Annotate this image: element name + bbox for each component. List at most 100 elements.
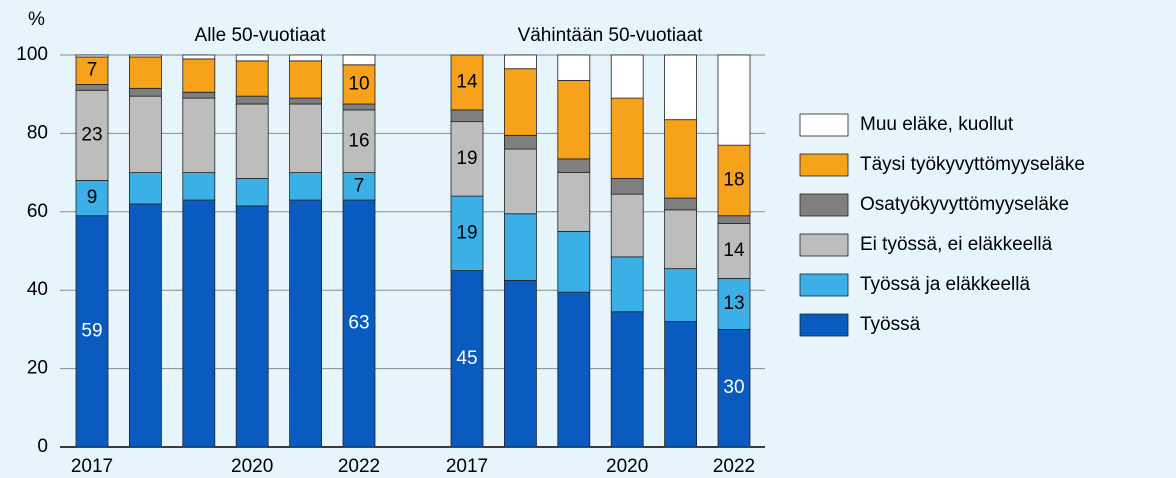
bar-segment bbox=[182, 199, 216, 448]
bar-segment bbox=[664, 209, 697, 270]
bar-segment bbox=[610, 54, 644, 99]
x-tick-label: 2022 bbox=[713, 456, 755, 477]
bar-segment bbox=[717, 54, 751, 146]
bar-segment bbox=[182, 58, 216, 93]
legend-label: Osatyökyvyttömyyseläke bbox=[860, 194, 1069, 215]
bar-segment bbox=[235, 95, 269, 105]
legend-swatch bbox=[799, 153, 849, 177]
bar-segment bbox=[75, 215, 109, 448]
y-tick-label: 100 bbox=[16, 44, 48, 65]
legend-label: Työssä ja eläkkeellä bbox=[860, 274, 1030, 295]
bar-segment bbox=[610, 311, 644, 448]
x-tick-label: 2020 bbox=[606, 456, 648, 477]
bar-segment bbox=[128, 172, 162, 205]
bar-segment bbox=[503, 148, 537, 215]
bar-segment bbox=[235, 205, 269, 448]
y-tick-label: 40 bbox=[27, 279, 48, 300]
bar-segment bbox=[128, 95, 162, 174]
bar-segment bbox=[610, 178, 644, 195]
data-label: 63 bbox=[348, 313, 369, 334]
bar-segment bbox=[717, 144, 751, 217]
y-tick-label: 80 bbox=[27, 122, 48, 143]
bar-segment bbox=[664, 268, 697, 322]
legend-label: Ei työssä, ei eläkkeellä bbox=[860, 234, 1053, 255]
data-label: 23 bbox=[81, 124, 102, 145]
legend-swatch bbox=[799, 233, 849, 257]
y-tick-label: 0 bbox=[37, 436, 48, 457]
bar-segment bbox=[503, 213, 537, 281]
bar-segment bbox=[664, 119, 697, 199]
bar-segment bbox=[235, 103, 269, 179]
data-label: 13 bbox=[723, 293, 744, 314]
bar-segment bbox=[289, 199, 323, 448]
legend-swatch bbox=[799, 273, 849, 297]
bar-segment bbox=[182, 91, 216, 99]
bar-segment bbox=[557, 291, 591, 448]
bar-segment bbox=[182, 97, 216, 174]
bar-segment bbox=[342, 103, 376, 111]
group-label: Alle 50-vuotiaat bbox=[195, 25, 327, 46]
bar-segment bbox=[289, 54, 323, 62]
bar-segment bbox=[75, 54, 109, 58]
bar-segment bbox=[610, 256, 644, 313]
bar-segment bbox=[717, 223, 751, 279]
data-label: 19 bbox=[456, 222, 477, 243]
data-label: 19 bbox=[456, 148, 477, 169]
data-label: 59 bbox=[81, 320, 102, 341]
y-axis-label: % bbox=[28, 9, 45, 30]
legend-swatch bbox=[799, 193, 849, 217]
y-tick-label: 60 bbox=[27, 201, 48, 222]
bar-segment bbox=[289, 103, 323, 173]
x-tick-label: 2017 bbox=[71, 456, 113, 477]
bar-segment bbox=[503, 134, 537, 150]
data-label: 30 bbox=[723, 377, 744, 398]
x-tick-label: 2020 bbox=[231, 456, 273, 477]
bar-segment bbox=[557, 80, 591, 160]
bar-segment bbox=[75, 56, 109, 85]
bar-segment bbox=[342, 172, 376, 201]
data-label: 7 bbox=[87, 60, 98, 81]
bar-segment bbox=[557, 172, 591, 232]
data-label: 14 bbox=[456, 71, 478, 92]
bar-segment bbox=[717, 278, 751, 330]
bar-segment bbox=[664, 197, 697, 211]
bar-segment bbox=[342, 54, 376, 66]
bar-segment bbox=[182, 54, 216, 60]
bar-segment bbox=[75, 180, 109, 217]
bar-segment bbox=[235, 60, 269, 97]
group-label: Vähintään 50-vuotiaat bbox=[518, 25, 704, 46]
data-label: 14 bbox=[723, 240, 745, 261]
bar-segment bbox=[342, 199, 376, 448]
bar-segment bbox=[610, 97, 644, 179]
data-label: 7 bbox=[354, 175, 365, 196]
bar-segment bbox=[342, 64, 376, 105]
bar-segment bbox=[289, 60, 323, 99]
bar-segment bbox=[664, 54, 697, 121]
bar-segment bbox=[557, 230, 591, 293]
bar-segment bbox=[182, 172, 216, 201]
bar-segment bbox=[664, 321, 697, 448]
bar-segment bbox=[450, 270, 484, 448]
data-label: 9 bbox=[87, 187, 98, 208]
bar-segment bbox=[289, 97, 323, 105]
bar-segment bbox=[557, 54, 591, 81]
bar-segment bbox=[503, 68, 537, 136]
data-label: 16 bbox=[348, 130, 369, 151]
bar-segment bbox=[450, 195, 484, 271]
bar-segment bbox=[128, 87, 162, 97]
bar-segment bbox=[128, 56, 162, 89]
x-tick-label: 2022 bbox=[338, 456, 380, 477]
bar-segment bbox=[235, 54, 269, 62]
x-tick-label: 2017 bbox=[446, 456, 488, 477]
bar-segment bbox=[717, 215, 751, 224]
legend-swatch bbox=[799, 313, 849, 337]
y-tick-label: 20 bbox=[27, 358, 48, 379]
bar-segment bbox=[128, 54, 162, 58]
bar-segment bbox=[235, 178, 269, 207]
data-label: 45 bbox=[456, 348, 477, 369]
bar-segment bbox=[610, 193, 644, 258]
bar-segment bbox=[128, 203, 162, 448]
bar-segment bbox=[503, 279, 537, 448]
legend-swatch bbox=[799, 113, 849, 137]
